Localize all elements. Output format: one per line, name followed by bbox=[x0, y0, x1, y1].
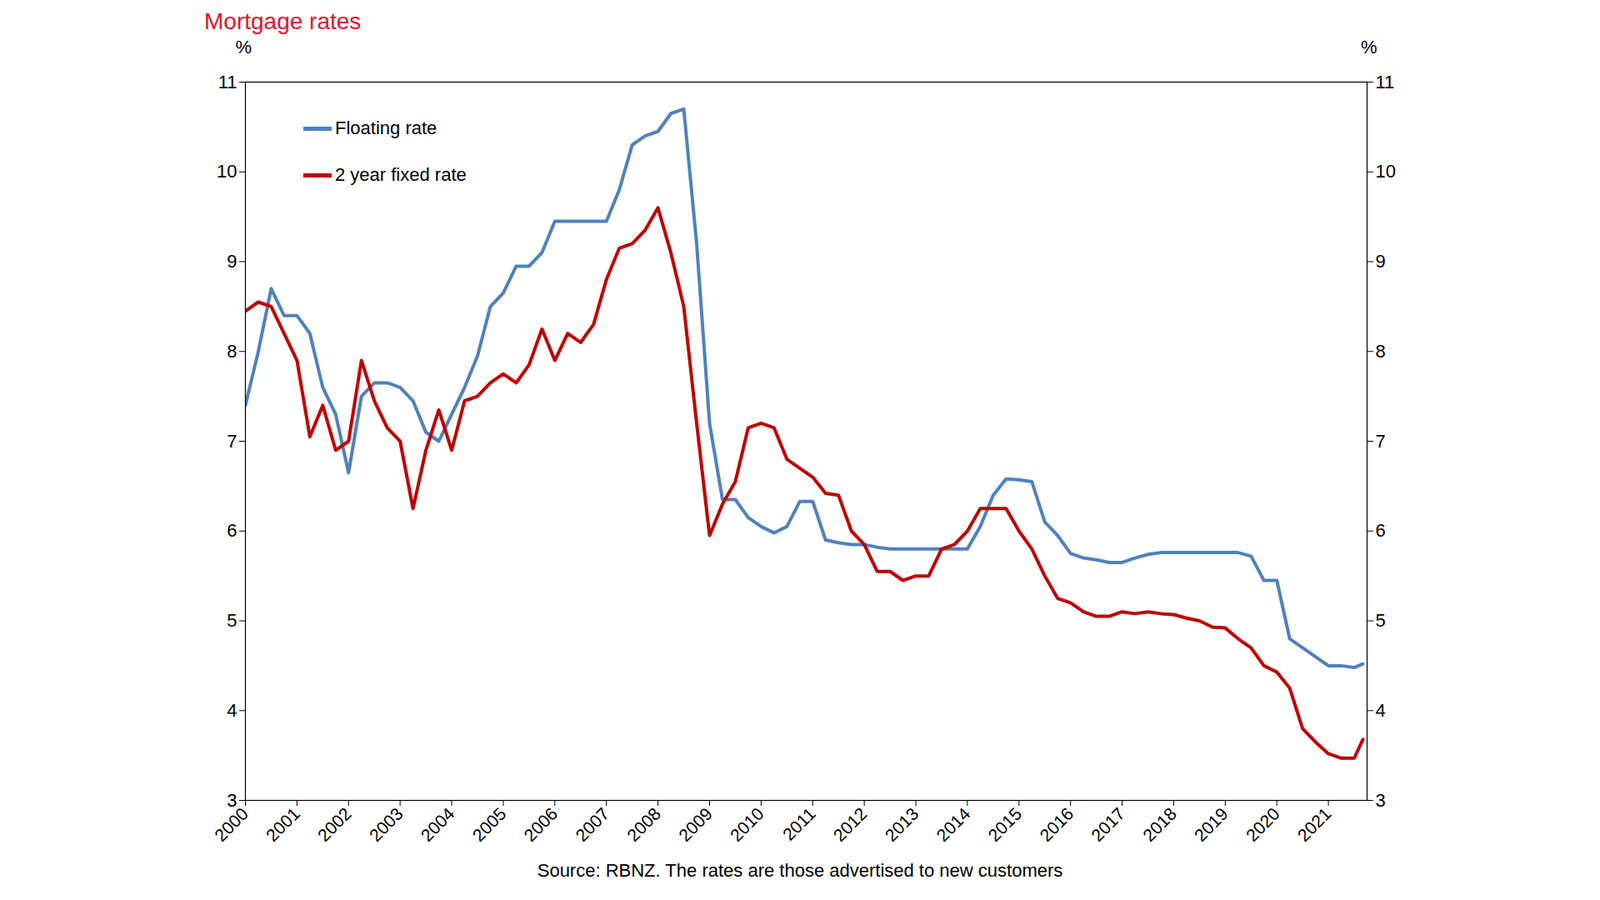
svg-text:4: 4 bbox=[226, 700, 237, 721]
svg-text:2021: 2021 bbox=[1293, 804, 1335, 845]
svg-text:11: 11 bbox=[218, 71, 238, 93]
svg-text:%: % bbox=[1360, 37, 1378, 58]
svg-text:2015: 2015 bbox=[984, 804, 1025, 845]
svg-text:7: 7 bbox=[1375, 430, 1386, 452]
svg-text:2013: 2013 bbox=[880, 804, 922, 845]
svg-text:2018: 2018 bbox=[1139, 804, 1180, 845]
html-text:Mortgage rates: Mortgage rates bbox=[204, 8, 362, 35]
svg-text:6: 6 bbox=[1375, 520, 1386, 541]
html-text:2 year fixed rate: 2 year fixed rate bbox=[335, 164, 467, 185]
svg-text:2011: 2011 bbox=[779, 804, 820, 845]
svg-text:2000: 2000 bbox=[210, 804, 252, 845]
svg-text:2002: 2002 bbox=[314, 804, 355, 845]
svg-text:10: 10 bbox=[1375, 160, 1396, 182]
svg-text:5: 5 bbox=[226, 610, 237, 631]
svg-text:9: 9 bbox=[1375, 250, 1386, 272]
svg-text:4: 4 bbox=[1375, 700, 1386, 721]
svg-text:5: 5 bbox=[1375, 610, 1386, 631]
svg-text:2005: 2005 bbox=[468, 804, 510, 845]
svg-text:2003: 2003 bbox=[365, 804, 406, 845]
svg-text:2006: 2006 bbox=[520, 804, 561, 845]
html-text:Source: RBNZ. The rates are th: Source: RBNZ. The rates are those advert… bbox=[537, 860, 1063, 881]
svg-text:2007: 2007 bbox=[571, 804, 613, 845]
svg-text:2012: 2012 bbox=[829, 804, 870, 845]
svg-text:2016: 2016 bbox=[1035, 804, 1077, 845]
svg-text:2014: 2014 bbox=[932, 803, 975, 845]
svg-text:2001: 2001 bbox=[262, 804, 304, 845]
svg-text:8: 8 bbox=[1375, 340, 1386, 362]
svg-text:2019: 2019 bbox=[1190, 804, 1232, 845]
svg-text:2017: 2017 bbox=[1087, 804, 1129, 845]
svg-text:2004: 2004 bbox=[416, 803, 459, 845]
svg-text:10: 10 bbox=[216, 160, 237, 182]
svg-text:%: % bbox=[235, 37, 253, 58]
svg-text:2008: 2008 bbox=[623, 804, 665, 845]
svg-text:7: 7 bbox=[226, 430, 237, 452]
svg-text:11: 11 bbox=[1375, 71, 1395, 93]
svg-text:2020: 2020 bbox=[1241, 804, 1283, 845]
svg-text:3: 3 bbox=[1375, 790, 1386, 811]
svg-text:6: 6 bbox=[226, 520, 237, 541]
svg-text:2009: 2009 bbox=[675, 804, 716, 845]
svg-text:9: 9 bbox=[226, 250, 237, 272]
svg-text:3: 3 bbox=[226, 789, 238, 811]
svg-text:8: 8 bbox=[226, 340, 237, 362]
html-text:Floating rate: Floating rate bbox=[335, 117, 437, 139]
svg-text:2010: 2010 bbox=[726, 804, 768, 845]
